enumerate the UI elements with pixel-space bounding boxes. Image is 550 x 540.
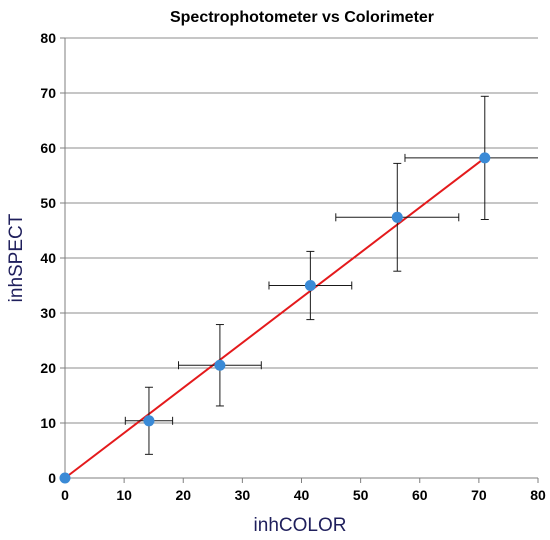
y-tick-label: 50 (40, 195, 56, 211)
x-tick-label: 50 (353, 487, 369, 503)
y-axis-label: inhSPECT (6, 213, 27, 302)
data-point (59, 472, 71, 484)
fit-line (64, 157, 486, 479)
data-point (143, 415, 155, 427)
y-tick-label: 40 (40, 250, 56, 266)
x-tick-label: 10 (116, 487, 132, 503)
x-tick-label: 80 (530, 487, 546, 503)
y-tick-label: 60 (40, 140, 56, 156)
x-tick-labels: 0 10 20 30 40 50 60 70 80 (61, 487, 546, 503)
axes (60, 37, 539, 483)
data-point (479, 152, 491, 164)
x-tick-label: 60 (412, 487, 428, 503)
data-points (59, 152, 491, 484)
y-tick-label: 20 (40, 360, 56, 376)
data-point (304, 280, 316, 291)
data-point (214, 359, 226, 371)
chart-title: Spectrophotometer vs Colorimeter (170, 9, 434, 26)
x-tick-label: 40 (294, 487, 310, 503)
y-tick-label: 70 (40, 85, 56, 101)
y-tick-label: 80 (40, 30, 56, 46)
grid-lines (65, 37, 538, 424)
x-tick-label: 70 (471, 487, 487, 503)
y-tick-label: 30 (40, 305, 56, 321)
data-point (391, 211, 403, 223)
x-tick-label: 0 (61, 487, 69, 503)
x-tick-label: 20 (175, 487, 191, 503)
y-tick-label: 0 (48, 470, 56, 486)
x-tick-label: 30 (235, 487, 251, 503)
y-tick-label: 10 (40, 415, 56, 431)
x-axis-label: inhCOLOR (254, 515, 347, 536)
y-tick-labels: 0 10 20 30 40 50 60 70 80 (40, 30, 56, 486)
fit-line-group (64, 157, 486, 479)
